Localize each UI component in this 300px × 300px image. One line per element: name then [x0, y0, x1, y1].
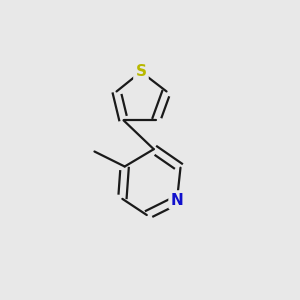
Text: S: S: [136, 64, 146, 79]
Text: N: N: [171, 193, 183, 208]
